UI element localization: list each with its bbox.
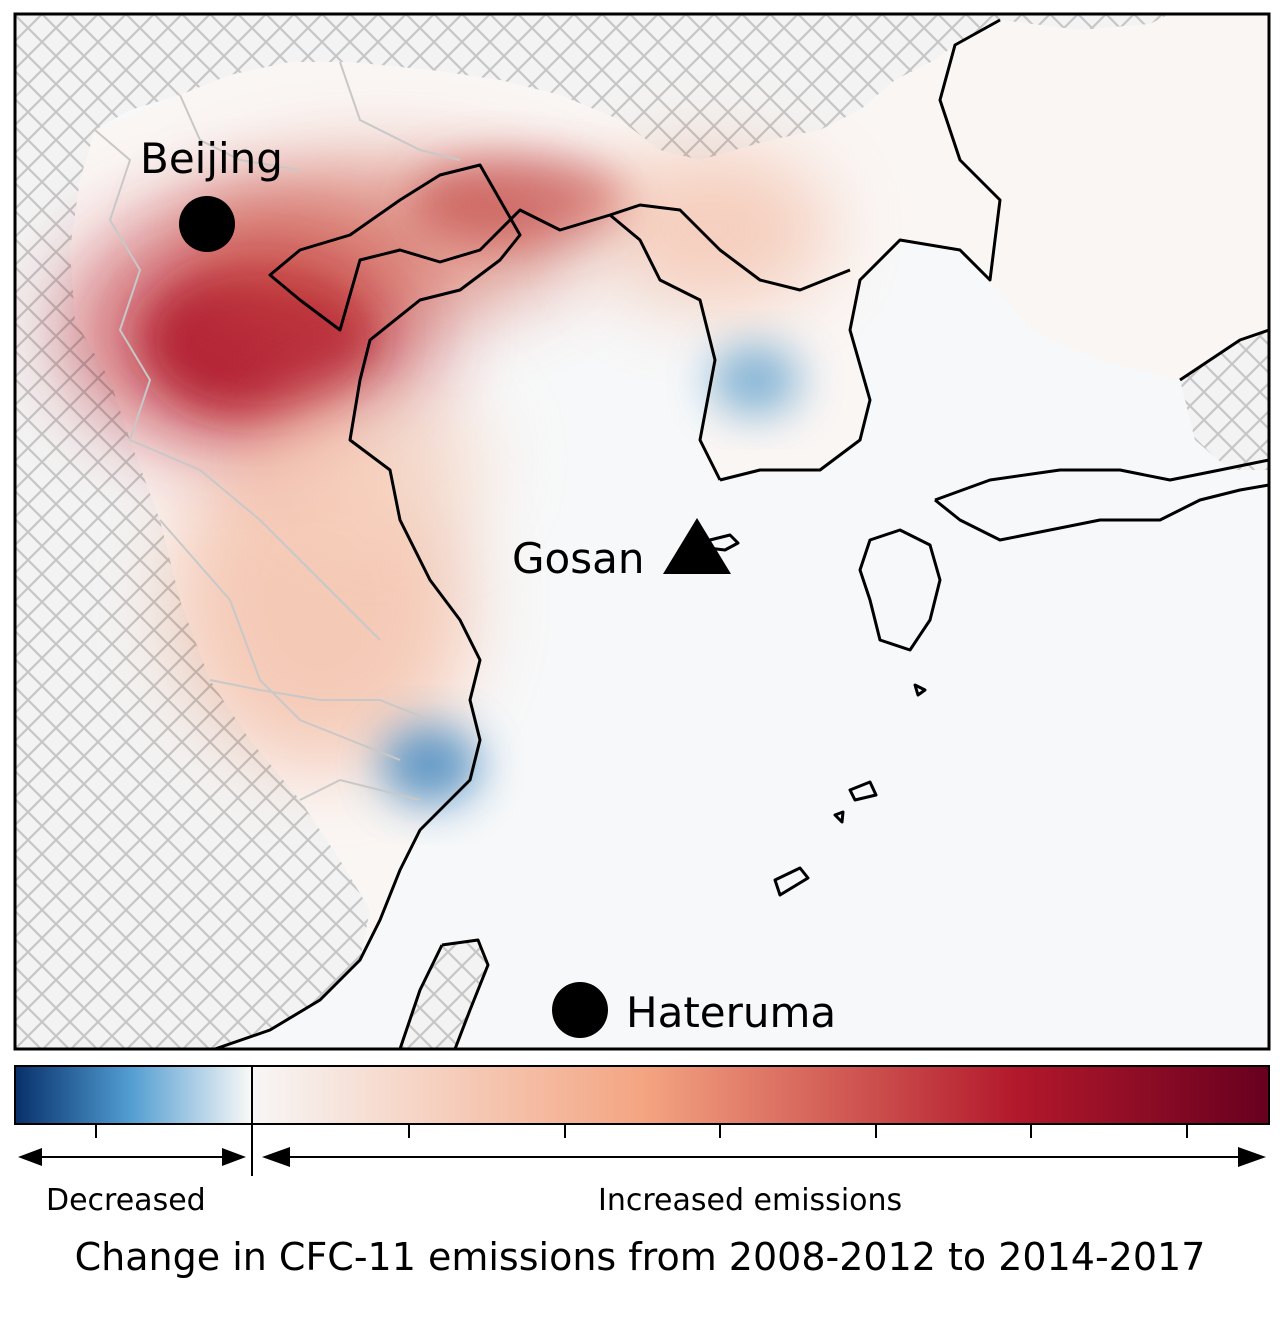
masked-japan-north bbox=[1180, 330, 1269, 470]
hateruma-label: Hateruma bbox=[626, 988, 837, 1037]
colorbar bbox=[14, 1065, 1270, 1176]
hotspot-north-korea bbox=[590, 150, 830, 310]
colorbar-ticks bbox=[95, 1124, 1188, 1138]
hotspot-shandong bbox=[270, 380, 490, 540]
map-frame bbox=[13, 12, 1271, 1051]
coastlines bbox=[214, 18, 1269, 1049]
province-borders bbox=[94, 61, 461, 801]
decreased-label: Decreased bbox=[46, 1183, 206, 1218]
hotspot-liaoning bbox=[410, 155, 630, 245]
coast-japan-north bbox=[1179, 328, 1269, 382]
masked-west-china bbox=[15, 14, 1170, 1049]
masked-taiwan bbox=[400, 940, 488, 1049]
coast-ryukyu-islands bbox=[773, 683, 927, 897]
coast-korea bbox=[719, 18, 1002, 482]
emission-change-field bbox=[60, 150, 830, 805]
gosan-label: Gosan bbox=[512, 534, 645, 583]
beijing-label: Beijing bbox=[140, 134, 283, 183]
hotspot-zhejiang-decrease bbox=[380, 725, 480, 805]
colorbar-gradient bbox=[14, 1065, 1270, 1125]
beijing-marker bbox=[179, 196, 235, 252]
coast-korea-border bbox=[609, 203, 851, 292]
coast-japan-kyushu bbox=[858, 528, 942, 652]
coast-china-mainland bbox=[214, 163, 722, 1049]
colorbar-caption: Change in CFC-11 emissions from 2008-201… bbox=[74, 1235, 1206, 1279]
gosan-marker bbox=[663, 518, 731, 574]
hateruma-marker bbox=[552, 982, 608, 1038]
coast-japan-honshu bbox=[934, 458, 1269, 542]
coast-taiwan bbox=[398, 938, 490, 1049]
decreased-arrow bbox=[18, 1148, 246, 1166]
hotspot-south-korea-decrease bbox=[710, 345, 800, 415]
increased-arrow bbox=[262, 1147, 1266, 1167]
increased-label: Increased emissions bbox=[598, 1183, 903, 1218]
